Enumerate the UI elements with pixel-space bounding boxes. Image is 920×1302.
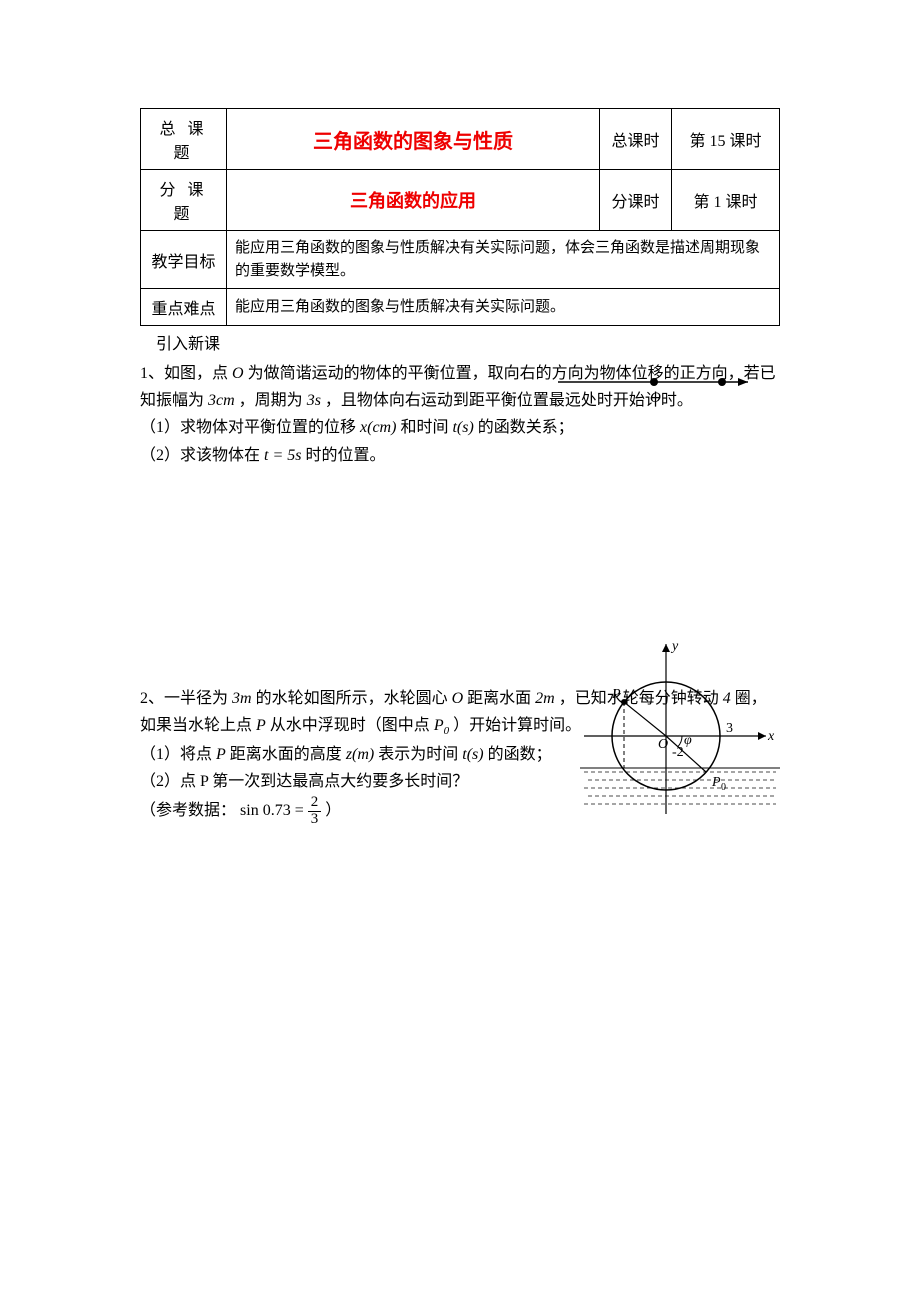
q2-hint-c: ） — [321, 802, 341, 819]
svg-text:P: P — [711, 775, 721, 790]
q1-p1a: （1）求物体对平衡位置的位移 — [140, 419, 360, 436]
svg-text:O: O — [650, 390, 661, 406]
q2-H: 2m — [535, 690, 555, 707]
q1-t5: t = 5s — [264, 447, 301, 464]
row3-label: 教学目标 — [141, 231, 227, 289]
q2-f: 从水中浮现时（图中点 — [266, 717, 434, 734]
svg-text:φ: φ — [684, 733, 692, 748]
q2-p1c: 表示为时间 — [374, 746, 462, 763]
svg-text:O: O — [658, 737, 668, 752]
q2-hint-b: sin 0.73 = — [236, 802, 308, 819]
q1-t: t(s) — [452, 419, 473, 436]
q2-R: 3m — [232, 690, 252, 707]
q1-x: x(cm) — [360, 419, 396, 436]
q2-figure: PP0φ3-2Oxy — [580, 640, 780, 820]
row1-when: 第 15 课时 — [672, 109, 780, 170]
q2-Pp: P — [216, 746, 226, 763]
q1-T: 3s — [307, 392, 321, 409]
q2-hint-a: （参考数据： — [140, 802, 236, 819]
q2-p1a: （1）将点 — [140, 746, 216, 763]
row2-main: 三角函数的应用 — [227, 170, 600, 231]
q2-p1b: 距离水面的高度 — [226, 746, 346, 763]
q1-p1c: 的函数关系； — [474, 419, 574, 436]
row4-label: 重点难点 — [141, 289, 227, 326]
q2-frac: 23 — [308, 795, 322, 828]
q1-c: ，周期为 — [235, 392, 307, 409]
row2-small: 分课时 — [600, 170, 672, 231]
q2-p1d: 的函数； — [484, 746, 552, 763]
header-table: 总 课 题 三角函数的图象与性质 总课时 第 15 课时 分 课 题 三角函数的… — [140, 108, 780, 326]
svg-text:y: y — [670, 640, 679, 654]
row2-when: 第 1 课时 — [672, 170, 780, 231]
q2-t: t(s) — [462, 746, 483, 763]
svg-text:P: P — [611, 687, 621, 702]
q1-figure: O — [558, 370, 758, 410]
q1-p2b: 时的位置。 — [301, 447, 385, 464]
row4-text: 能应用三角函数的图象与性质解决有关实际问题。 — [227, 289, 780, 326]
lead-in: 引入新课 — [140, 330, 780, 354]
row1-main: 三角函数的图象与性质 — [227, 109, 600, 170]
q2-b: 的水轮如图所示，水轮圆心 — [252, 690, 452, 707]
q2-g: ）开始计算时间。 — [449, 717, 581, 734]
q2-z: z(m) — [346, 746, 374, 763]
q2-a: 2、一半径为 — [140, 690, 232, 707]
row3-text: 能应用三角函数的图象与性质解决有关实际问题，体会三角函数是描述周期现象的重要数学… — [227, 231, 780, 289]
row1-small: 总课时 — [600, 109, 672, 170]
q2-P: P — [256, 717, 266, 734]
q1-p2a: （2）求该物体在 — [140, 447, 264, 464]
q2-P0: P0 — [434, 717, 449, 734]
q1-a: 1、如图，点 — [140, 365, 232, 382]
q1-A: 3cm — [208, 392, 235, 409]
q1-O: O — [232, 365, 244, 382]
svg-text:x: x — [767, 729, 775, 744]
q2-O: O — [452, 690, 464, 707]
row1-label: 总 课 题 — [141, 109, 227, 170]
row2-label: 分 课 题 — [141, 170, 227, 231]
svg-text:-2: -2 — [672, 745, 684, 760]
q2-c: 距离水面 — [463, 690, 535, 707]
q1-p1b: 和时间 — [396, 419, 452, 436]
svg-text:0: 0 — [721, 782, 726, 793]
svg-text:3: 3 — [726, 721, 733, 736]
